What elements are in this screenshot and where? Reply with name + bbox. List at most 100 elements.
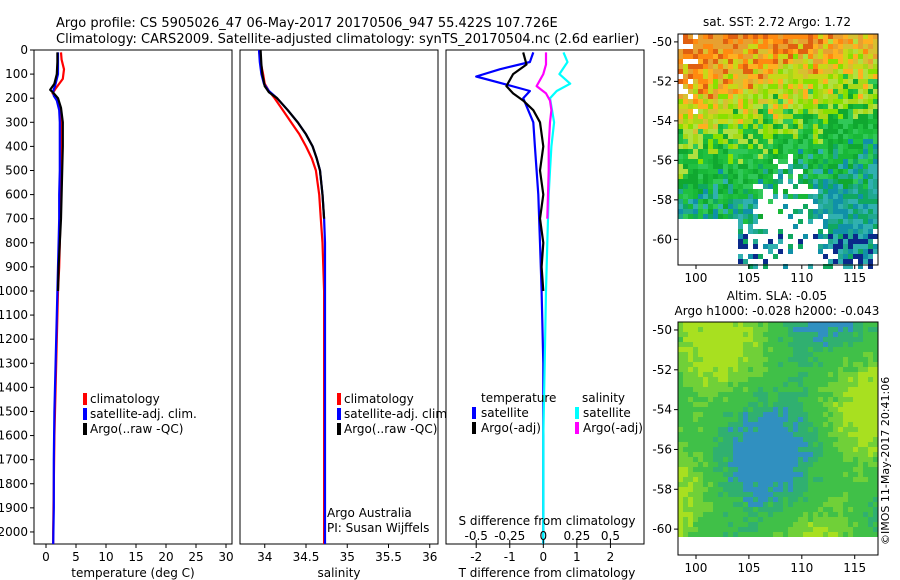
sla-cell [833, 377, 838, 382]
sla-cell [783, 517, 788, 522]
sst-cell [838, 144, 843, 149]
sst-cell [728, 94, 733, 99]
sla-cell [728, 417, 733, 422]
sla-cell [713, 467, 718, 472]
sla-cell [803, 412, 808, 417]
y-tick-label: -56 [652, 442, 672, 456]
sst-cell [848, 104, 853, 109]
sst-cell [858, 144, 863, 149]
sla-cell [723, 447, 728, 452]
sst-cell [823, 209, 828, 214]
sla-cell [733, 377, 738, 382]
sla-cell [803, 372, 808, 377]
sla-cell [763, 512, 768, 517]
sla-cell [708, 502, 713, 507]
sla-cell [783, 527, 788, 532]
sla-cell [698, 357, 703, 362]
sst-cell [693, 124, 698, 129]
sla-cell [778, 437, 783, 442]
sst-cell [818, 179, 823, 184]
sst-cell [818, 194, 823, 199]
sst-cell [693, 49, 698, 54]
sst-cell [863, 69, 868, 74]
sla-cell [723, 507, 728, 512]
sla-cell [853, 492, 858, 497]
sst-cell [693, 114, 698, 119]
sla-cell [708, 497, 713, 502]
sla-cell [768, 472, 773, 477]
sla-cell [858, 452, 863, 457]
sla-cell [758, 507, 763, 512]
sla-cell [713, 372, 718, 377]
sst-cell [708, 104, 713, 109]
sst-cell [758, 104, 763, 109]
sst-cell [843, 204, 848, 209]
sla-cell [868, 392, 873, 397]
sla-cell [743, 352, 748, 357]
sst-cell [848, 259, 853, 264]
sla-cell [733, 427, 738, 432]
sla-cell [813, 377, 818, 382]
sla-cell [793, 522, 798, 527]
sst-cell [803, 59, 808, 64]
sla-cell [868, 367, 873, 372]
sla-cell [758, 347, 763, 352]
sla-cell [723, 327, 728, 332]
sla-cell [823, 357, 828, 362]
sst-cell [808, 59, 813, 64]
sla-cell [818, 522, 823, 527]
sst-cell [773, 34, 778, 39]
sla-cell [808, 482, 813, 487]
sst-cell [728, 154, 733, 159]
sla-cell [848, 467, 853, 472]
sla-cell [763, 467, 768, 472]
sst-cell [698, 149, 703, 154]
sla-cell [718, 382, 723, 387]
sla-cell [678, 377, 683, 382]
sst-cell [858, 94, 863, 99]
sla-cell [828, 322, 833, 327]
sla-cell [873, 357, 878, 362]
sst-cell [858, 169, 863, 174]
sst-cell [763, 49, 768, 54]
sst-cell [773, 164, 778, 169]
sla-cell [828, 417, 833, 422]
sst-cell [748, 144, 753, 149]
sla-cell [833, 487, 838, 492]
sla-cell [743, 512, 748, 517]
sst-cell [798, 109, 803, 114]
sst-cell [853, 94, 858, 99]
sst-cell [873, 184, 878, 189]
sst-cell [833, 174, 838, 179]
sla-cell [798, 322, 803, 327]
sla-cell [758, 392, 763, 397]
sla-cell [818, 497, 823, 502]
sst-cell [853, 234, 858, 239]
sst-cell [788, 34, 793, 39]
sst-cell [818, 124, 823, 129]
sla-cell [838, 402, 843, 407]
sst-cell [748, 49, 753, 54]
sla-cell [848, 427, 853, 432]
sst-cell [813, 144, 818, 149]
sst-cell [843, 109, 848, 114]
sla-cell [728, 457, 733, 462]
sla-cell [728, 332, 733, 337]
sst-cell [693, 184, 698, 189]
sst-cell [733, 64, 738, 69]
sst-cell [683, 169, 688, 174]
sla-cell [828, 342, 833, 347]
sst-cell [728, 214, 733, 219]
sla-cell [778, 387, 783, 392]
sst-cell [703, 114, 708, 119]
sla-cell [713, 422, 718, 427]
sla-cell [833, 327, 838, 332]
sst-cell [823, 39, 828, 44]
sst-cell [748, 199, 753, 204]
sla-cell [683, 467, 688, 472]
legend-label: satellite-adj. clim. [344, 407, 451, 421]
sla-cell [773, 377, 778, 382]
sst-cell [863, 109, 868, 114]
sla-cell [788, 417, 793, 422]
sst-cell [698, 194, 703, 199]
